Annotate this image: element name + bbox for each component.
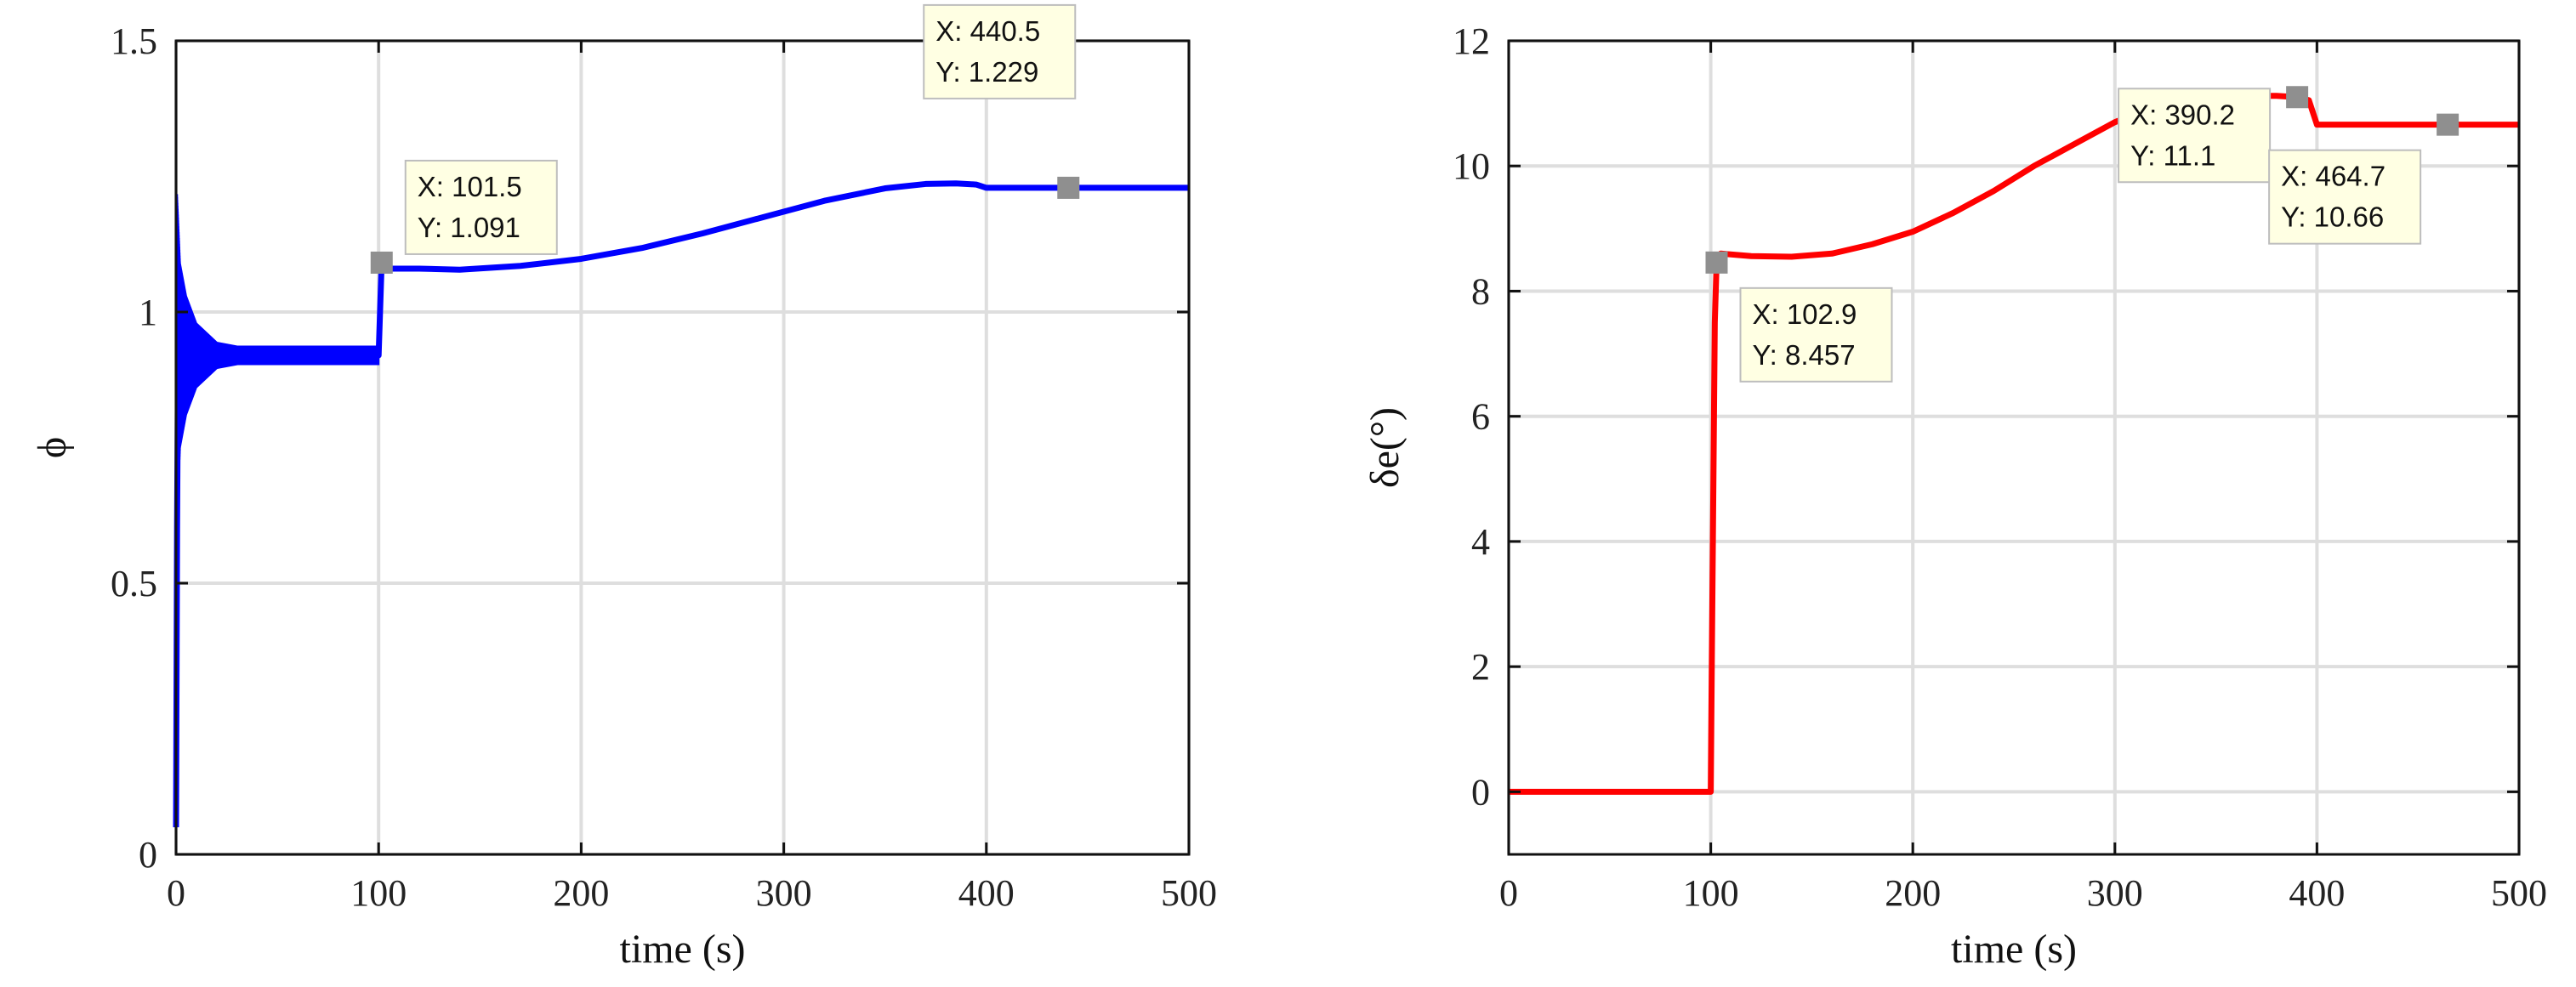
chart-1-y-tick-label-4: 8 — [1471, 270, 1490, 312]
chart-0-datatip-text-1-1: Y: 1.229 — [935, 56, 1038, 88]
chart-0-datatip-marker-0[interactable] — [370, 251, 393, 274]
chart-0-y-tick-label-0: 0 — [139, 834, 157, 876]
chart-0-x-axis-label: time (s) — [620, 927, 746, 972]
chart-0-datatip-text-0-0: X: 101.5 — [418, 171, 522, 202]
chart-1-datatip-text-1-1: Y: 11.1 — [2130, 139, 2215, 171]
chart-0-x-tick-label-1: 100 — [350, 872, 407, 914]
chart-0-datatip-text-1-0: X: 440.5 — [935, 15, 1040, 47]
chart-1-x-tick-label-2: 200 — [1885, 872, 1941, 914]
chart-0-plot-area — [176, 41, 1189, 854]
chart-1-y-tick-label-6: 12 — [1453, 20, 1490, 62]
chart-1-datatip-marker-0[interactable] — [1705, 251, 1728, 274]
chart-1-x-tick-label-4: 400 — [2289, 872, 2345, 914]
chart-0-datatip-text-0-1: Y: 1.091 — [418, 212, 520, 243]
chart-0-y-tick-label-2: 1 — [139, 292, 157, 333]
chart-1-datatip-text-1-0: X: 390.2 — [2130, 99, 2235, 130]
chart-0-y-axis-label: ϕ — [30, 437, 75, 458]
chart-1-datatip-marker-2[interactable] — [2437, 113, 2459, 136]
chart-0-datatip-box-1 — [923, 3, 1077, 99]
chart-0-x-tick-label-2: 200 — [553, 872, 609, 914]
chart-1-datatip-marker-1[interactable] — [2286, 86, 2309, 109]
chart-1-x-tick-label-0: 0 — [1499, 872, 1518, 914]
chart-0-oscillation-band — [176, 194, 380, 519]
chart-1-datatip-text-2-1: Y: 10.66 — [2281, 201, 2384, 233]
chart-1-y-tick-label-0: 0 — [1471, 771, 1490, 813]
chart-1-y-tick-label-3: 6 — [1471, 396, 1490, 438]
chart-0-x-tick-label-3: 300 — [756, 872, 812, 914]
chart-1-datatip-text-2-0: X: 464.7 — [2281, 161, 2386, 192]
chart-1-datatip-text-0-1: Y: 8.457 — [1752, 339, 1855, 371]
chart-0-y-tick-label-1: 0.5 — [111, 563, 157, 604]
chart-1-x-tick-label-3: 300 — [2087, 872, 2143, 914]
chart-1-datatip-box-2 — [2268, 149, 2422, 245]
chart-1-datatip-text-0-0: X: 102.9 — [1752, 298, 1857, 330]
chart-1-y-tick-label-2: 4 — [1471, 521, 1490, 563]
chart-1-axes-box — [1507, 39, 2521, 856]
chart-0-y-tick-label-3: 1.5 — [111, 20, 157, 62]
chart-1-y-axis-label: δe(°) — [1362, 407, 1407, 488]
chart-0-x-tick-label-4: 400 — [958, 872, 1015, 914]
chart-0-datatip-box-0 — [404, 159, 558, 255]
chart-1-datatip-box-1 — [2118, 88, 2272, 184]
chart-0-datatip-marker-1[interactable] — [1057, 176, 1080, 199]
chart-0-x-tick-label-0: 0 — [167, 872, 185, 914]
phi-plot: 0 100 200 300 400 500 0 0.5 1 1.5 time (s) ϕ X: 101.… — [30, 3, 1217, 972]
chart-1-y-tick-label-1: 2 — [1471, 646, 1490, 688]
chart-1-x-axis-label: time (s) — [1951, 927, 2077, 972]
chart-0-axes-box — [174, 39, 1191, 856]
chart-1-datatip-box-0 — [1739, 286, 1893, 383]
chart-0-series-line-0 — [173, 180, 1189, 828]
chart-1-x-tick-label-1: 100 — [1683, 872, 1739, 914]
elevator-deflection-plot: 0 100 200 300 400 500 0 2 4 6 8 10 12 time (s) δe(°) X:… — [1362, 20, 2547, 972]
chart-1-x-tick-label-5: 500 — [2491, 872, 2547, 914]
chart-1-y-tick-label-5: 10 — [1453, 145, 1490, 187]
chart-0-x-tick-label-5: 500 — [1161, 872, 1217, 914]
